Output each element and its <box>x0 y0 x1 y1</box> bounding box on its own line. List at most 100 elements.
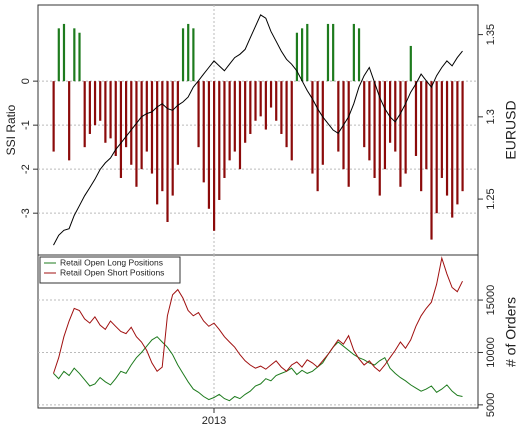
bar <box>399 81 402 187</box>
bar <box>171 81 174 196</box>
y2-tick-label: 1.35 <box>485 24 497 45</box>
bar <box>238 81 242 170</box>
bar <box>145 81 148 152</box>
legend-box <box>39 256 181 284</box>
y-tick-label: -2 <box>20 164 32 174</box>
y2-tick-label: 10000 <box>485 337 497 368</box>
y2-axis-title: EURUSD <box>503 100 519 159</box>
bar <box>213 81 216 231</box>
bar <box>326 23 330 82</box>
bar <box>430 81 433 240</box>
bar <box>316 81 319 192</box>
bar <box>456 81 459 205</box>
bar <box>78 32 81 82</box>
bar <box>414 81 418 156</box>
bar <box>140 81 143 170</box>
bar <box>295 32 299 82</box>
bar <box>321 81 324 165</box>
bar <box>130 81 133 165</box>
bar <box>161 81 164 192</box>
bar <box>425 81 428 170</box>
bar <box>114 81 117 156</box>
y2-axis-title: # of Orders <box>503 297 519 367</box>
bar <box>301 28 304 82</box>
bar <box>259 81 262 117</box>
bar <box>280 81 283 134</box>
bar <box>394 81 397 152</box>
bar <box>125 81 128 148</box>
bottom-frame <box>37 254 479 409</box>
bar <box>347 81 350 187</box>
bar <box>104 81 107 143</box>
bar <box>223 81 226 178</box>
bar <box>404 81 407 174</box>
bar <box>440 81 443 178</box>
bar <box>73 28 76 82</box>
bar <box>357 28 361 82</box>
bar <box>244 81 247 143</box>
bar <box>207 81 211 209</box>
bar <box>306 23 309 82</box>
legend-label: Retail Open Short Positions <box>60 267 164 277</box>
bar <box>119 81 123 178</box>
bar <box>378 81 381 196</box>
bar <box>99 81 102 121</box>
bar <box>109 81 112 139</box>
bar <box>269 81 273 108</box>
bar <box>192 28 195 82</box>
bar <box>383 81 387 170</box>
line <box>53 256 463 374</box>
bar <box>88 81 91 134</box>
bar <box>311 81 314 174</box>
top-frame <box>37 4 479 256</box>
bar <box>290 81 293 161</box>
x-tick-label: 2013 <box>202 415 226 427</box>
y2-tick-label: 15000 <box>485 285 497 316</box>
bar <box>187 23 190 82</box>
bar <box>176 81 179 165</box>
bar <box>57 28 60 82</box>
bar <box>389 81 392 143</box>
y2-tick-label: 5000 <box>485 393 497 417</box>
y-tick-label: 0 <box>20 78 32 84</box>
y-axis-title: SSI Ratio <box>4 104 18 155</box>
bar <box>337 81 340 152</box>
bar <box>264 81 267 130</box>
legend-label: Retail Open Long Positions <box>60 257 163 267</box>
bar <box>83 81 86 148</box>
bar <box>249 81 252 134</box>
line <box>53 336 463 402</box>
bar <box>435 81 438 214</box>
bar <box>409 45 412 82</box>
bar <box>368 81 371 161</box>
bar <box>68 81 71 161</box>
bar <box>363 81 366 148</box>
y-tick-label: -1 <box>20 120 32 130</box>
bar <box>166 81 169 222</box>
bar <box>285 81 288 148</box>
bar <box>62 23 66 82</box>
bar <box>420 81 423 192</box>
bar <box>150 81 154 174</box>
bar <box>202 81 205 183</box>
bar <box>52 81 55 152</box>
y2-tick-label: 1.3 <box>485 109 497 124</box>
bar <box>135 81 138 187</box>
bar <box>373 81 376 178</box>
bar <box>197 81 200 148</box>
bar <box>156 81 159 205</box>
bar <box>228 81 231 161</box>
bar <box>352 23 355 82</box>
bar <box>233 81 236 152</box>
bar <box>461 81 464 192</box>
bar <box>451 81 454 218</box>
bar <box>93 81 97 126</box>
y-tick-label: -3 <box>20 208 32 218</box>
bar <box>181 28 185 82</box>
y2-tick-label: 1.25 <box>485 188 497 209</box>
bar <box>445 81 449 196</box>
bar <box>254 81 257 121</box>
bar <box>275 81 278 121</box>
bar <box>218 81 221 200</box>
